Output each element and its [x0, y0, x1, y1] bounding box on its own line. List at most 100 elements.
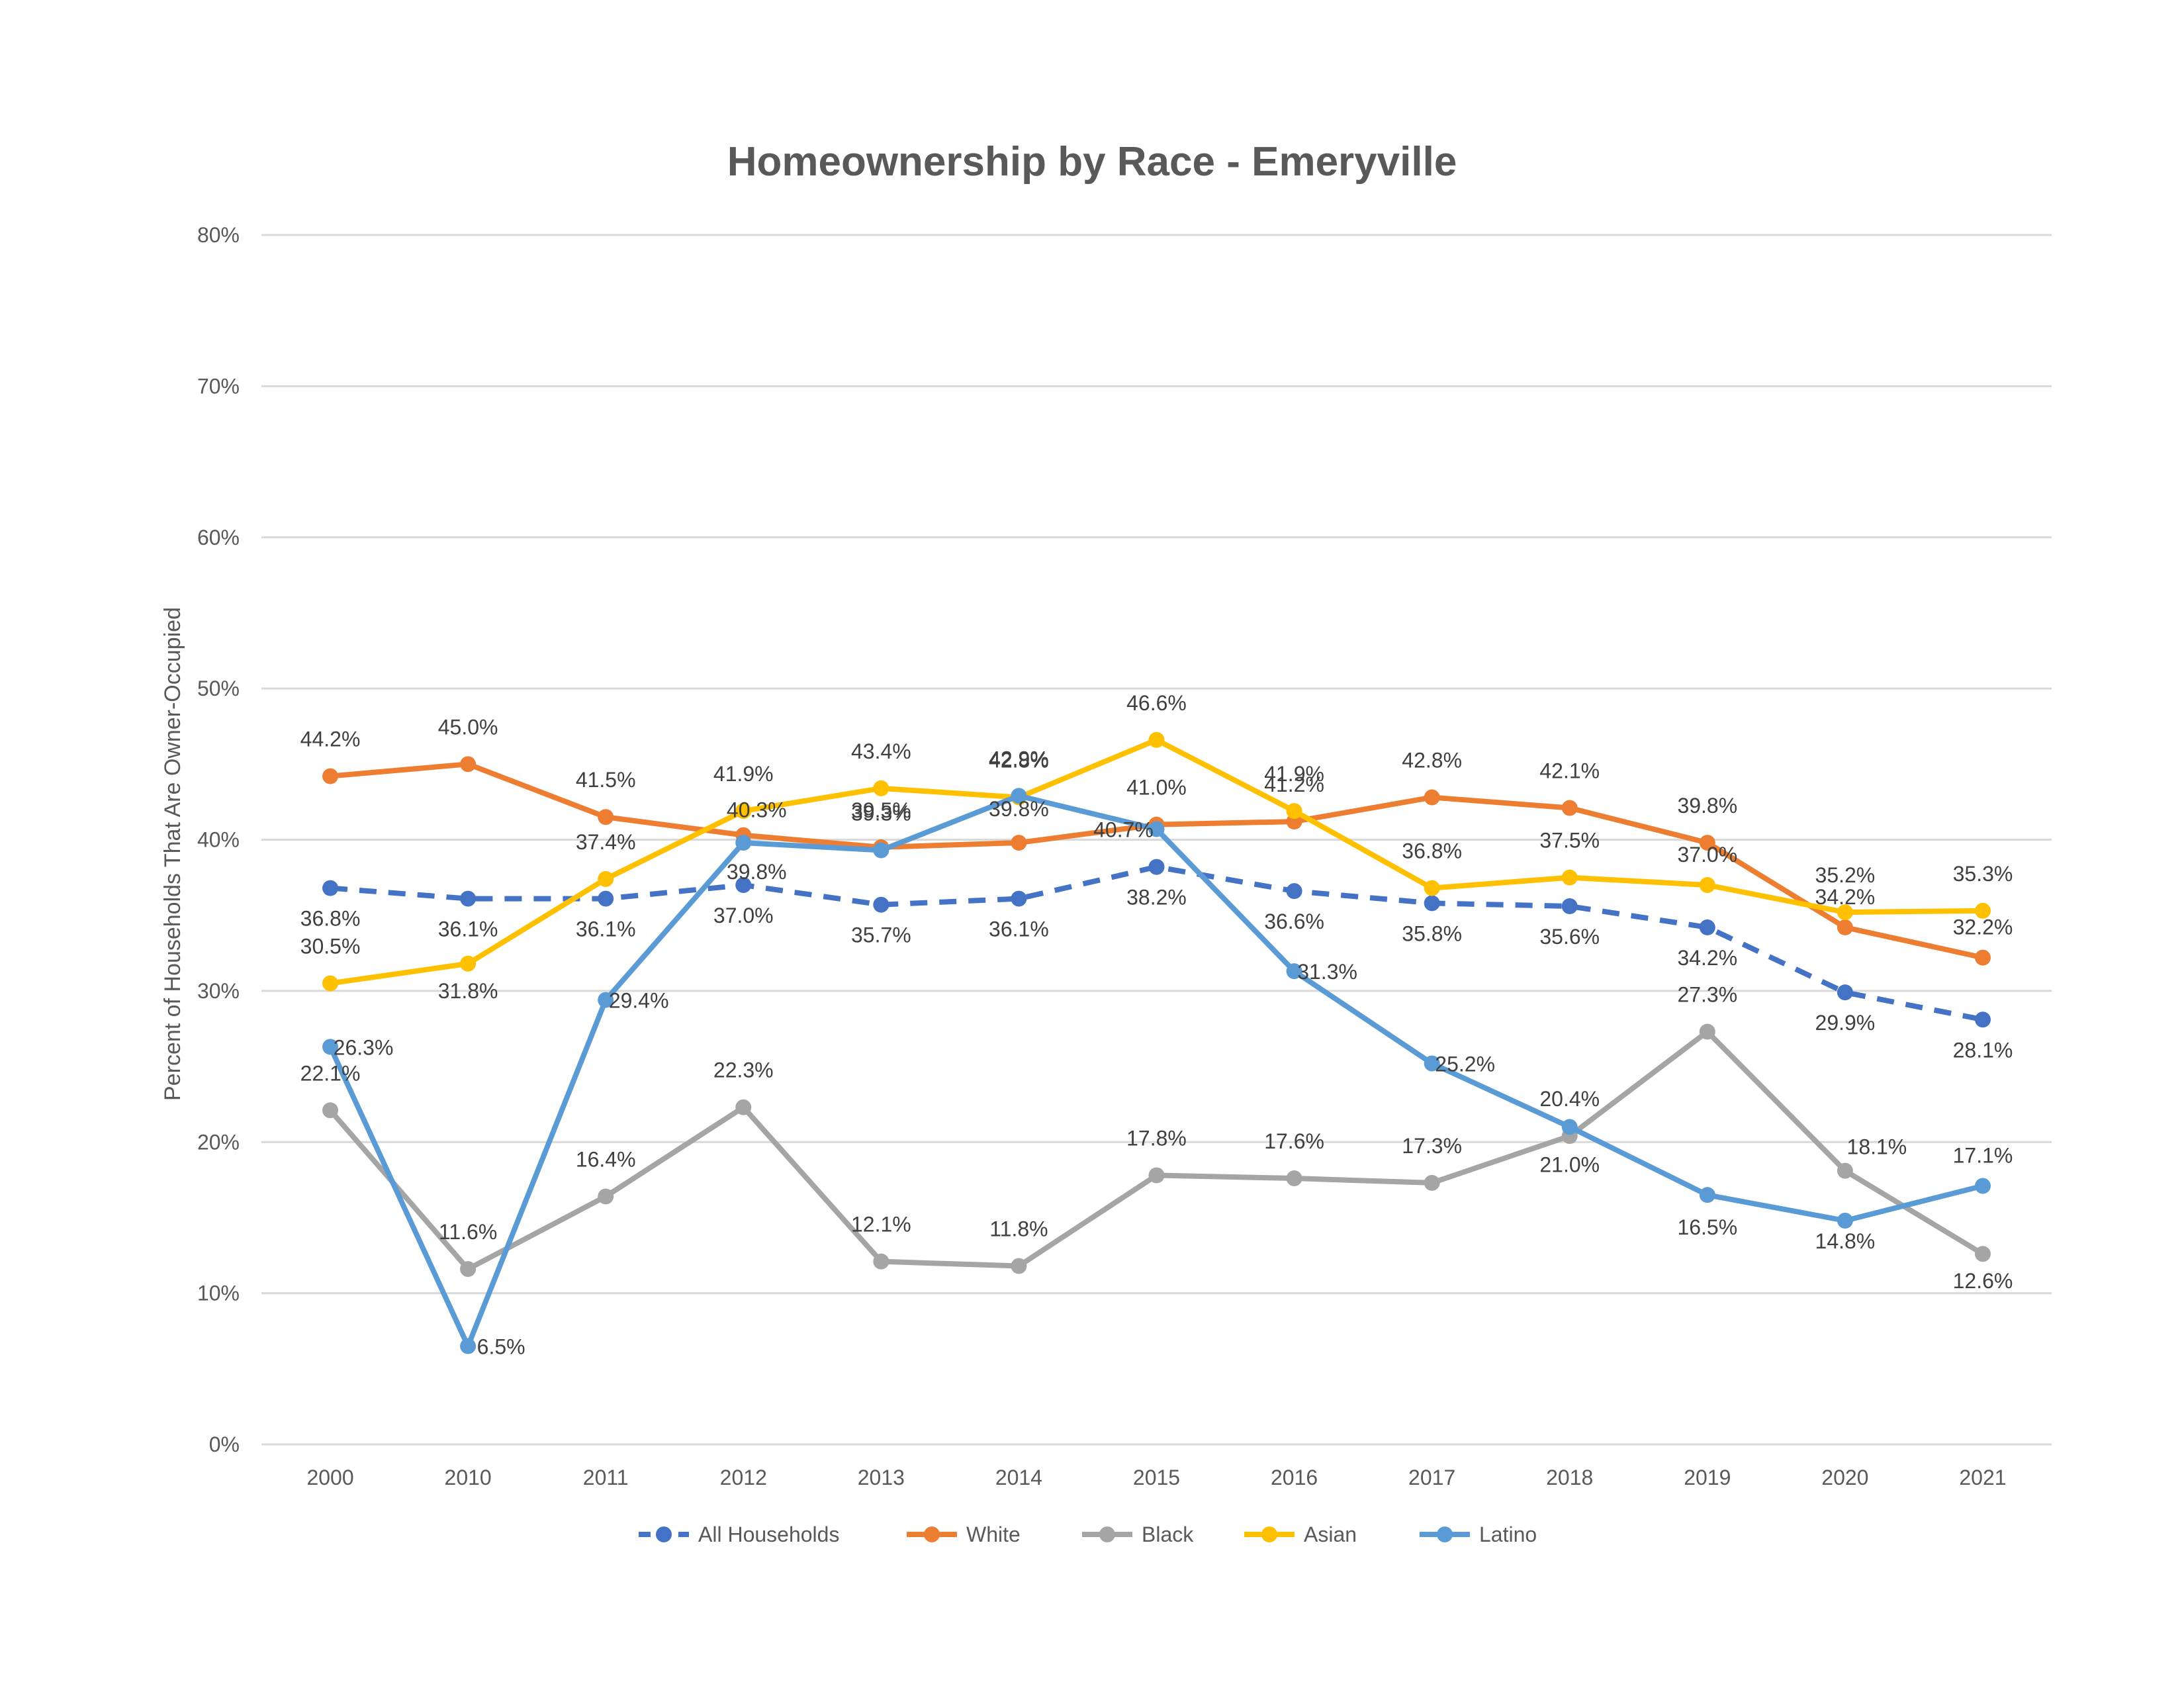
data-label: 31.8% — [438, 979, 498, 1003]
data-label: 16.4% — [576, 1147, 636, 1171]
data-point — [1699, 919, 1715, 935]
data-label: 41.5% — [576, 768, 636, 792]
data-label: 17.3% — [1402, 1134, 1462, 1158]
data-point — [1974, 902, 1991, 919]
data-label: 42.9% — [989, 747, 1049, 771]
data-point — [1424, 1055, 1440, 1072]
data-label: 20.4% — [1539, 1087, 1600, 1111]
data-label: 29.9% — [1815, 1011, 1876, 1035]
data-label: 39.8% — [1677, 794, 1737, 818]
data-point — [1011, 835, 1027, 851]
legend-item-black: Black — [1082, 1523, 1194, 1546]
x-tick-label: 2012 — [720, 1466, 767, 1489]
data-point — [735, 877, 752, 894]
data-label: 37.0% — [713, 904, 774, 927]
data-label: 46.6% — [1126, 691, 1187, 715]
data-point — [1011, 890, 1027, 907]
data-point — [460, 1338, 477, 1354]
data-label: 27.3% — [1677, 983, 1737, 1007]
x-tick-label: 2018 — [1546, 1466, 1593, 1489]
data-label: 36.1% — [989, 917, 1049, 941]
legend-item-all-households: All Households — [639, 1523, 839, 1546]
legend-marker — [1099, 1526, 1115, 1542]
data-point — [1424, 789, 1440, 806]
data-label: 39.3% — [851, 801, 911, 825]
data-point — [873, 780, 889, 796]
legend-label: All Households — [698, 1523, 839, 1546]
data-label: 36.1% — [576, 917, 636, 941]
data-label: 29.4% — [609, 989, 669, 1013]
data-label: 40.3% — [727, 798, 787, 822]
data-point — [1974, 949, 1991, 966]
data-label: 42.1% — [1539, 759, 1600, 783]
data-point — [598, 809, 614, 825]
data-point — [598, 870, 614, 887]
legend-marker — [1437, 1526, 1453, 1542]
x-tick-label: 2011 — [583, 1466, 629, 1489]
data-label: 12.6% — [1953, 1269, 2013, 1293]
legend: All Households White Black Asian Latino — [639, 1523, 1537, 1546]
data-label: 41.9% — [1264, 762, 1324, 786]
gridlines — [261, 234, 2052, 1446]
data-label: 35.6% — [1539, 925, 1600, 949]
data-label: 32.2% — [1953, 915, 2013, 939]
data-label: 40.7% — [1093, 818, 1154, 842]
y-axis-ticks: 0% 10% 20% 30% 40% 50% 60% 70% 80% — [197, 223, 240, 1456]
data-point — [1837, 984, 1853, 1001]
data-point — [1699, 877, 1715, 894]
data-label: 43.4% — [851, 739, 911, 763]
data-point — [1148, 1167, 1165, 1184]
x-tick-label: 2014 — [995, 1466, 1042, 1489]
data-point — [735, 835, 752, 851]
data-label: 39.8% — [727, 860, 787, 884]
data-label: 41.9% — [713, 762, 774, 786]
data-label: 42.8% — [989, 749, 1049, 773]
data-point — [1286, 883, 1302, 900]
data-label: 36.8% — [1402, 839, 1462, 863]
data-label: 34.2% — [1677, 946, 1737, 970]
data-point — [1148, 859, 1165, 875]
y-tick-label: 50% — [197, 677, 240, 700]
series-lines — [322, 731, 1991, 1354]
data-point — [1837, 919, 1853, 935]
data-label: 42.8% — [1402, 749, 1462, 773]
data-point — [873, 896, 889, 913]
legend-label: Latino — [1479, 1523, 1537, 1546]
legend-marker — [656, 1526, 672, 1542]
legend-item-latino: Latino — [1420, 1523, 1537, 1546]
x-tick-label: 2000 — [306, 1466, 353, 1489]
data-label: 6.5% — [477, 1335, 525, 1359]
data-point — [460, 1261, 477, 1278]
data-point — [1424, 880, 1440, 896]
x-tick-label: 2013 — [858, 1466, 905, 1489]
y-tick-label: 40% — [197, 828, 240, 852]
data-point — [1148, 821, 1165, 837]
data-point — [322, 880, 339, 896]
data-label: 14.8% — [1815, 1229, 1876, 1253]
data-point — [460, 955, 477, 972]
data-label: 26.3% — [334, 1035, 394, 1059]
data-label: 25.2% — [1435, 1052, 1495, 1076]
data-label: 44.2% — [300, 727, 361, 751]
data-point — [1148, 731, 1165, 748]
data-point — [1699, 1023, 1715, 1040]
data-label: 11.8% — [989, 1217, 1048, 1241]
data-label: 41.2% — [1264, 773, 1324, 796]
data-label: 16.5% — [1677, 1215, 1737, 1239]
y-tick-label: 70% — [197, 374, 240, 398]
data-point — [322, 1039, 339, 1055]
series-line — [328, 793, 1985, 1349]
data-point — [1974, 1246, 1991, 1262]
y-tick-label: 80% — [197, 223, 240, 247]
data-label: 17.1% — [1953, 1143, 2013, 1167]
y-tick-label: 10% — [197, 1282, 240, 1305]
data-label: 35.3% — [1953, 862, 2013, 886]
data-point — [1424, 1174, 1440, 1191]
data-point — [598, 890, 614, 907]
data-label: 39.8% — [989, 797, 1049, 821]
data-label: 36.8% — [300, 907, 361, 931]
data-label: 35.2% — [1815, 863, 1876, 887]
legend-item-asian: Asian — [1244, 1523, 1357, 1546]
data-point — [735, 803, 752, 820]
legend-label: White — [966, 1523, 1021, 1546]
